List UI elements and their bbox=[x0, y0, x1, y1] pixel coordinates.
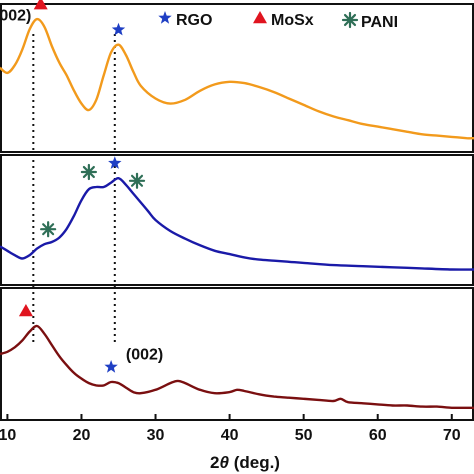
annotations: (002) (002) bbox=[0, 7, 163, 363]
star-marker-2 bbox=[111, 22, 126, 36]
legend-marker-rgo bbox=[158, 11, 172, 24]
x-axis-ticks: 10 20 30 40 50 60 70 bbox=[0, 414, 461, 444]
x-tick-label-3: 30 bbox=[147, 427, 165, 444]
asterisk-marker-6 bbox=[128, 172, 146, 189]
x-tick-label-5: 50 bbox=[295, 427, 313, 444]
legend-label-mosx: MoSx bbox=[271, 12, 314, 29]
x-axis-label: 2θ (deg.) bbox=[210, 453, 280, 472]
star-marker-5 bbox=[108, 156, 122, 169]
x-tick-label-1: 10 bbox=[0, 427, 16, 444]
legend: RGO MoSx PANI bbox=[158, 11, 398, 31]
triangle-marker-7 bbox=[18, 304, 33, 317]
legend-marker-pani bbox=[341, 11, 359, 29]
spectrum-line-1 bbox=[0, 17, 474, 140]
annotation-label-2: (002) bbox=[126, 347, 163, 364]
asterisk-marker-4 bbox=[80, 163, 97, 181]
asterisk-marker-3 bbox=[40, 221, 57, 238]
annotation-label-1: (002) bbox=[0, 7, 31, 24]
triangle-marker-1 bbox=[33, 0, 48, 10]
spectrum-curves bbox=[0, 17, 474, 410]
x-tick-label-6: 60 bbox=[369, 427, 387, 444]
spectrum-line-3 bbox=[0, 324, 474, 410]
x-tick-label-4: 40 bbox=[221, 427, 239, 444]
legend-marker-mosx bbox=[253, 11, 267, 24]
x-tick-label-7: 70 bbox=[443, 427, 461, 444]
panel-frame-1 bbox=[0, 3, 474, 153]
spectrum-line-2 bbox=[0, 176, 474, 271]
reference-lines bbox=[32, 34, 116, 345]
peak-markers bbox=[18, 0, 146, 373]
panel-frame-3 bbox=[0, 287, 474, 421]
star-marker-8 bbox=[104, 360, 118, 373]
legend-label-rgo: RGO bbox=[176, 12, 212, 29]
panel-frame-2 bbox=[0, 154, 474, 286]
legend-label-pani: PANI bbox=[361, 14, 398, 31]
panels bbox=[0, 3, 474, 421]
x-tick-label-2: 20 bbox=[73, 427, 91, 444]
